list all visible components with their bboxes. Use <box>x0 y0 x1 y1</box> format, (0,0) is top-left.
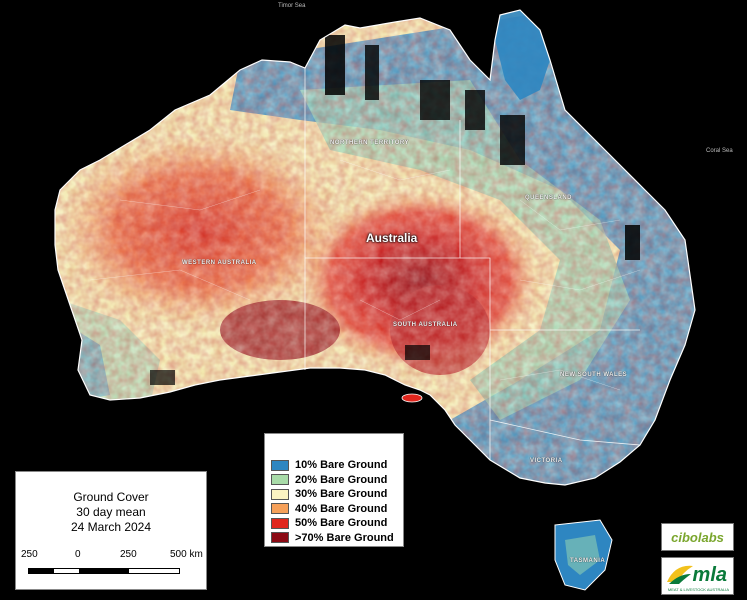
state-borders <box>304 68 641 460</box>
legend-label: 10% Bare Ground <box>295 459 388 472</box>
cibolabs-logo: cibolabs <box>661 523 734 551</box>
state-label-nt: NORTHERN TERRITORY <box>330 140 410 146</box>
map-date: 24 March 2024 <box>70 520 152 534</box>
map-title: Ground Cover <box>73 490 149 504</box>
legend-swatch <box>271 474 289 486</box>
kangaroo-island <box>401 393 423 403</box>
state-label-vic: VICTORIA <box>530 458 563 464</box>
cibolabs-logo-text: cibolabs <box>671 529 724 545</box>
state-label-nsw: NEW SOUTH WALES <box>560 372 628 378</box>
legend-item: >70% Bare Ground <box>271 531 397 546</box>
mla-leaf-icon <box>667 565 693 584</box>
mla-logo-text: mla <box>692 564 727 586</box>
legend-label: 30% Bare Ground <box>295 488 388 501</box>
legend-item: 10% Bare Ground <box>271 458 397 473</box>
mla-logo: mla MEAT & LIVESTOCK AUSTRALIA <box>661 557 734 595</box>
legend-swatch <box>271 503 289 515</box>
state-label-qld: QUEENSLAND <box>525 195 573 201</box>
scale-tick-label: 250 <box>21 549 38 560</box>
legend: 10% Bare Ground 20% Bare Ground 30% Bare… <box>264 433 404 547</box>
legend-label: 20% Bare Ground <box>295 473 388 486</box>
legend-item: 50% Bare Ground <box>271 516 397 531</box>
sea-label-timor: Timor Sea <box>278 3 306 9</box>
legend-swatch <box>271 488 289 500</box>
legend-label: >70% Bare Ground <box>295 531 394 544</box>
legend-item: 40% Bare Ground <box>271 502 397 517</box>
legend-item: 20% Bare Ground <box>271 473 397 488</box>
scale-bar <box>28 568 180 574</box>
cape-york <box>495 10 550 100</box>
legend-swatch <box>271 532 289 544</box>
legend-label: 40% Bare Ground <box>295 502 388 515</box>
scale-tick-label: 0 <box>75 549 81 560</box>
legend-swatch <box>271 517 289 529</box>
scale-tick-label: 250 <box>120 549 137 560</box>
state-label-sa: SOUTH AUSTRALIA <box>393 322 458 328</box>
country-label: Australia <box>366 231 418 245</box>
legend-swatch <box>271 459 289 471</box>
legend-item: 30% Bare Ground <box>271 487 397 502</box>
scale-tick-label: 500 km <box>170 549 203 560</box>
legend-label: 50% Bare Ground <box>295 517 388 530</box>
region-boundaries <box>89 159 641 391</box>
map-info-box: Ground Cover 30 day mean 24 March 2024 2… <box>15 471 207 590</box>
coastline <box>54 9 696 486</box>
mla-logo-subtext: MEAT & LIVESTOCK AUSTRALIA <box>667 587 730 592</box>
state-label-wa: WESTERN AUSTRALIA <box>182 260 257 266</box>
map-subtitle: 30 day mean <box>76 505 146 519</box>
state-label-tas: TASMANIA <box>570 558 606 564</box>
sea-label-coral: Coral Sea <box>706 148 733 154</box>
